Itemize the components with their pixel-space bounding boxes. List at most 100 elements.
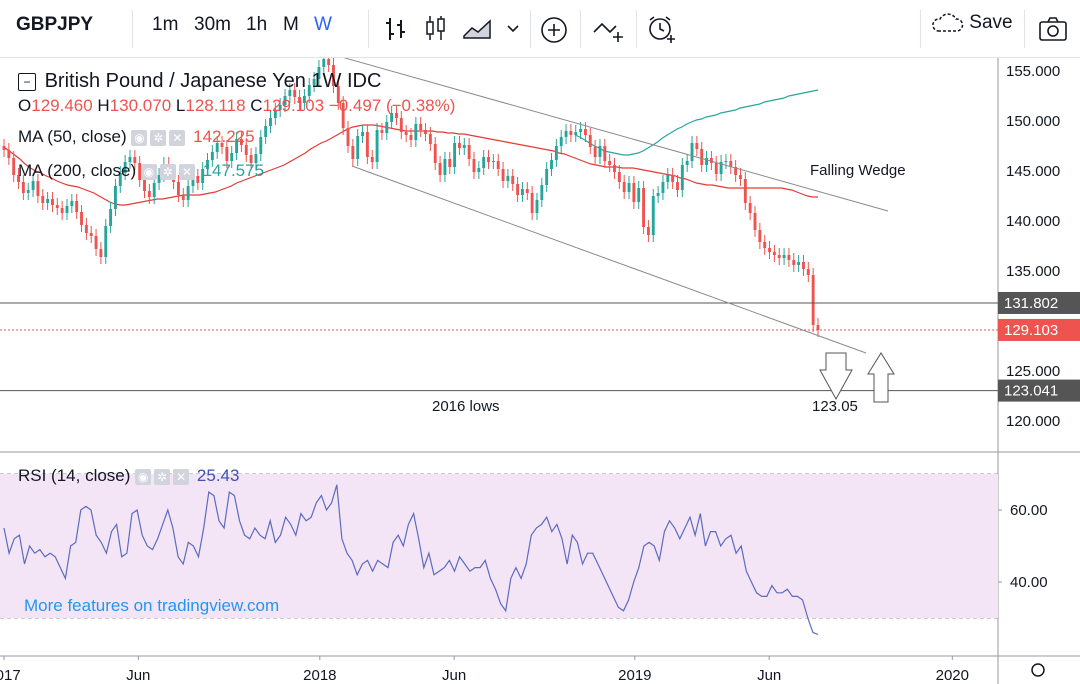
candle-body (550, 160, 553, 169)
candle-body (613, 165, 616, 172)
interval-month-button[interactable]: M (283, 14, 299, 35)
candle-body (244, 145, 248, 155)
candle-body (554, 146, 558, 160)
candle-body (462, 145, 466, 148)
candle-body (719, 162, 723, 174)
interval-1h-button[interactable]: 1h (246, 14, 268, 35)
eye-icon[interactable]: ◉ (135, 468, 152, 485)
price-tick-label: 140.000 (1006, 213, 1060, 230)
alert-icon[interactable] (646, 14, 678, 44)
candle-body (608, 161, 612, 165)
bar-chart-icon[interactable] (384, 16, 408, 42)
interval-1m-button[interactable]: 1m (152, 14, 179, 35)
ma200-value: 147.575 (202, 161, 265, 180)
rsi-tick-label: 40.00 (1010, 574, 1048, 591)
rsi-legend[interactable]: RSI (14, close) ◉ ✲ ✕ 25.43 (18, 466, 239, 486)
price-tick-label: 125.000 (1006, 363, 1060, 380)
candle-body (506, 176, 510, 181)
candle-body (714, 163, 718, 174)
save-button[interactable]: Save (930, 12, 1013, 34)
remove-icon[interactable]: ✕ (173, 468, 190, 485)
eye-icon[interactable]: ◉ (131, 129, 148, 146)
rsi-label: RSI (14, close) (18, 466, 131, 485)
candle-body (2, 146, 6, 150)
eye-icon[interactable]: ◉ (140, 163, 157, 180)
interval-week-button[interactable]: W (314, 14, 332, 35)
candle-body (380, 130, 384, 133)
price-tag (998, 318, 1080, 341)
candle-body (259, 137, 263, 154)
candle-body (395, 113, 398, 118)
candle-body (491, 161, 495, 162)
ma50-legend[interactable]: MA (50, close) ◉ ✲ ✕ 142.225 (18, 127, 255, 147)
chevron-down-icon[interactable] (506, 24, 520, 34)
source-label: IDC (347, 70, 382, 92)
remove-icon[interactable]: ✕ (178, 163, 195, 180)
candles-icon[interactable] (424, 14, 448, 42)
collapse-icon[interactable]: − (18, 72, 36, 91)
candle-body (593, 147, 597, 157)
open-label: O (18, 96, 32, 115)
candle-body (583, 129, 587, 135)
target-label: 123.05 (812, 398, 858, 415)
time-tick-label: Jun (757, 667, 781, 684)
candle-body (424, 130, 427, 134)
candle-body (501, 169, 505, 181)
candle-body (70, 201, 74, 206)
candle-body (60, 208, 64, 213)
candle-body (768, 248, 771, 252)
chart-canvas[interactable]: 131.802 129.103 123.041 155.000 150.000 145.0… (0, 58, 1080, 684)
candle-body (152, 183, 156, 197)
candle-body (278, 105, 282, 110)
area-chart-icon[interactable] (462, 18, 492, 40)
candle-body (298, 97, 302, 103)
remove-icon[interactable]: ✕ (169, 129, 186, 146)
camera-icon[interactable] (1038, 16, 1068, 42)
wedge-upper-line (343, 58, 889, 212)
candle-body (559, 137, 563, 146)
settings-icon[interactable]: ✲ (150, 129, 167, 146)
symbol-search-button[interactable]: GBPJPY (16, 14, 94, 35)
candle-body (332, 65, 335, 86)
candle-body (656, 193, 660, 196)
candle-body (763, 242, 767, 248)
lows-2016-label: 2016 lows (432, 398, 500, 415)
candle-body (99, 249, 103, 257)
candle-body (627, 183, 631, 192)
settings-icon[interactable]: ✲ (159, 163, 176, 180)
candle-body (748, 203, 752, 213)
candle-body (816, 325, 820, 330)
price-tick-label: 155.000 (1006, 63, 1060, 80)
compare-icon[interactable] (592, 16, 626, 44)
candle-body (269, 118, 272, 126)
low-value: 128.118 (185, 96, 246, 115)
candle-body (390, 113, 394, 122)
high-value: 130.070 (109, 96, 172, 115)
candle-body (21, 182, 25, 193)
price-tag (998, 379, 1080, 402)
candle-body (84, 225, 88, 233)
candle-body (41, 196, 45, 203)
candle-body (365, 132, 369, 157)
tradingview-watermark[interactable]: More features on tradingview.com (24, 596, 280, 615)
candle-body (404, 132, 408, 135)
toolbar-divider (920, 10, 921, 48)
candle-body (433, 144, 437, 163)
candle-body (671, 175, 675, 182)
save-label: Save (969, 12, 1013, 34)
candle-body (75, 201, 79, 212)
candle-body (579, 129, 583, 132)
ma200-legend[interactable]: MA (200, close) ◉ ✲ ✕ 147.575 (18, 161, 264, 181)
candle-body (419, 124, 423, 130)
time-tick-label: 2017 (0, 667, 21, 684)
settings-icon[interactable]: ✲ (154, 468, 171, 485)
candle-body (680, 165, 684, 190)
candle-body (113, 186, 117, 209)
change-value: −0.497 (−0.38%) (328, 96, 456, 115)
price-tick-label: 150.000 (1006, 113, 1060, 130)
plus-circle-icon[interactable] (540, 16, 568, 44)
candle-body (666, 175, 670, 182)
candle-body (215, 143, 219, 152)
high-label: H (97, 96, 110, 115)
interval-30m-button[interactable]: 30m (194, 14, 231, 35)
